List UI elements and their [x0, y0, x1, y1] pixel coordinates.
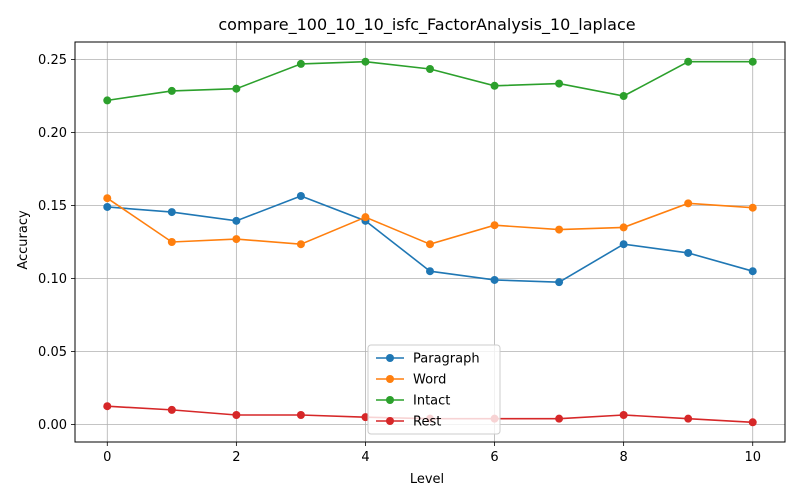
- data-point-rest: [232, 410, 241, 419]
- data-point-rest: [684, 414, 693, 423]
- data-point-intact: [619, 92, 628, 101]
- data-point-intact: [555, 79, 564, 88]
- data-point-rest: [167, 405, 176, 414]
- data-point-paragraph: [296, 192, 305, 201]
- legend-swatch-marker: [386, 375, 394, 383]
- data-point-intact: [490, 81, 499, 90]
- plot-area-frame: [74, 41, 786, 443]
- legend-swatch-marker: [386, 396, 394, 404]
- legend-swatch-marker: [386, 417, 394, 425]
- y-axis-label: Accuracy: [16, 210, 31, 270]
- legend-label-word: Word: [413, 373, 446, 388]
- legend-box: [367, 344, 501, 435]
- data-point-paragraph: [426, 267, 434, 276]
- data-point-paragraph: [748, 267, 757, 276]
- chart-title: compare_100_10_10_isfc_FactorAnalysis_10…: [218, 15, 635, 35]
- x-tick-label: 8: [619, 450, 627, 465]
- y-tick-label: 0.10: [38, 272, 67, 287]
- x-axis-label: Level: [410, 472, 444, 487]
- data-point-paragraph: [684, 248, 693, 257]
- y-tick-label: 0.15: [38, 199, 67, 214]
- data-point-paragraph: [555, 278, 564, 287]
- y-tick-label: 0.20: [38, 126, 67, 141]
- legend-label-paragraph: Paragraph: [413, 352, 480, 367]
- legend: Paragraph Word Intact Rest: [367, 344, 501, 435]
- data-point-intact: [361, 57, 370, 66]
- data-point-word: [296, 240, 305, 249]
- data-point-intact: [684, 57, 693, 66]
- data-point-paragraph: [232, 216, 241, 225]
- data-point-word: [748, 203, 757, 212]
- data-point-rest: [555, 414, 564, 423]
- data-point-word: [555, 225, 564, 234]
- data-point-word: [619, 223, 628, 232]
- series-line-word: [106, 197, 753, 246]
- data-point-intact: [167, 86, 176, 95]
- data-point-paragraph: [490, 275, 499, 284]
- x-tick-label: 6: [490, 450, 498, 465]
- data-point-word: [103, 194, 112, 203]
- y-tick-label: 0.00: [38, 418, 67, 433]
- data-point-word: [232, 235, 241, 244]
- y-tick-label: 0.25: [38, 53, 67, 68]
- x-tick-label: 0: [103, 450, 111, 465]
- data-point-word: [490, 221, 499, 230]
- data-point-word: [426, 240, 434, 249]
- series-lines: [103, 57, 757, 427]
- data-point-word: [167, 238, 176, 246]
- x-tick-label: 10: [744, 450, 761, 465]
- x-tick-label: 4: [361, 450, 369, 465]
- y-tick-label: 0.05: [38, 345, 67, 360]
- legend-label-intact: Intact: [413, 394, 450, 409]
- data-point-paragraph: [619, 240, 628, 249]
- legend-swatch-marker: [386, 354, 394, 362]
- axis-ticks: 0 2 4 6 8 10 0.00 0.05 0.10 0.15 0.20 0.25: [38, 53, 761, 465]
- data-point-rest: [296, 410, 305, 419]
- legend-label-rest: Rest: [413, 415, 441, 430]
- data-point-word: [361, 213, 370, 222]
- data-point-paragraph: [167, 208, 176, 217]
- data-point-intact: [232, 84, 241, 93]
- x-tick-label: 2: [232, 450, 240, 465]
- data-point-intact: [426, 65, 434, 74]
- data-point-rest: [748, 418, 757, 427]
- data-point-word: [684, 199, 693, 208]
- data-point-intact: [103, 96, 112, 105]
- data-point-rest: [619, 410, 628, 419]
- data-point-rest: [361, 413, 370, 422]
- data-point-rest: [103, 402, 112, 411]
- data-point-intact: [296, 59, 305, 68]
- data-point-intact: [748, 57, 757, 66]
- data-point-paragraph: [103, 202, 112, 211]
